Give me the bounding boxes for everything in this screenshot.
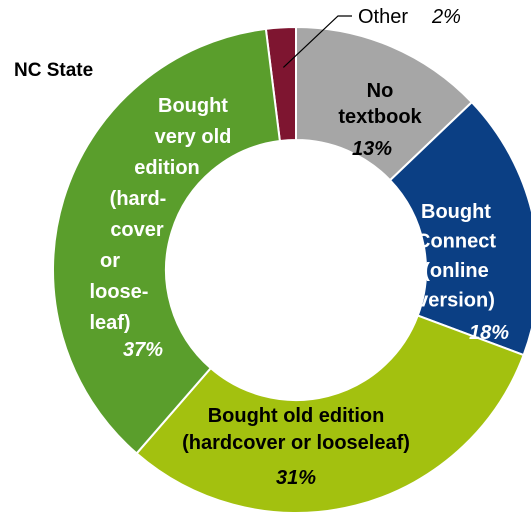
bought-connect-online-version-label-line: Bought xyxy=(421,201,491,223)
bought-very-old-edition-hard-cover-or-loose-leaf-label-line: or xyxy=(100,250,120,272)
bought-old-edition-hardcover-or-looseleaf-label-line: Bought old edition xyxy=(208,405,385,427)
bought-very-old-edition-hard-cover-or-loose-leaf-label-line: loose- xyxy=(90,281,149,303)
other-value-label: 2% xyxy=(431,6,461,28)
bought-old-edition-hardcover-or-looseleaf-label-line: (hardcover or looseleaf) xyxy=(182,432,410,454)
no-textbook-value-label: 13% xyxy=(352,138,392,160)
bought-connect-online-version-label-line: Connect xyxy=(416,231,496,253)
bought-very-old-edition-hard-cover-or-loose-leaf-label-line: very old xyxy=(155,126,232,148)
bought-connect-online-version-value-label: 18% xyxy=(469,322,509,344)
donut-slice-bought-connect-online-version xyxy=(388,100,531,357)
bought-very-old-edition-hard-cover-or-loose-leaf-label-line: edition xyxy=(134,157,200,179)
bought-very-old-edition-hard-cover-or-loose-leaf-label-line: leaf) xyxy=(89,312,130,334)
no-textbook-label-line: textbook xyxy=(338,106,422,128)
donut-slice-bought-very-old-edition-hard-cover-or-loose-leaf xyxy=(52,27,281,455)
bought-connect-online-version-label-line: (online xyxy=(423,260,489,282)
bought-very-old-edition-hard-cover-or-loose-leaf-label-line: (hard- xyxy=(110,188,167,210)
bought-connect-online-version-label-line: version) xyxy=(417,290,495,312)
bought-old-edition-hardcover-or-looseleaf-value-label: 31% xyxy=(276,467,316,489)
bought-very-old-edition-hard-cover-or-loose-leaf-value-label: 37% xyxy=(123,339,163,361)
donut-slice-bought-old-edition-hardcover-or-looseleaf xyxy=(135,314,525,514)
bought-very-old-edition-hard-cover-or-loose-leaf-label-line: cover xyxy=(110,219,164,241)
other-leader-line xyxy=(282,15,352,68)
other-label: Other xyxy=(358,6,408,28)
bought-very-old-edition-hard-cover-or-loose-leaf-label-line: Bought xyxy=(158,95,228,117)
no-textbook-label-line: No xyxy=(367,80,394,102)
chart-title: NC State xyxy=(14,60,94,81)
